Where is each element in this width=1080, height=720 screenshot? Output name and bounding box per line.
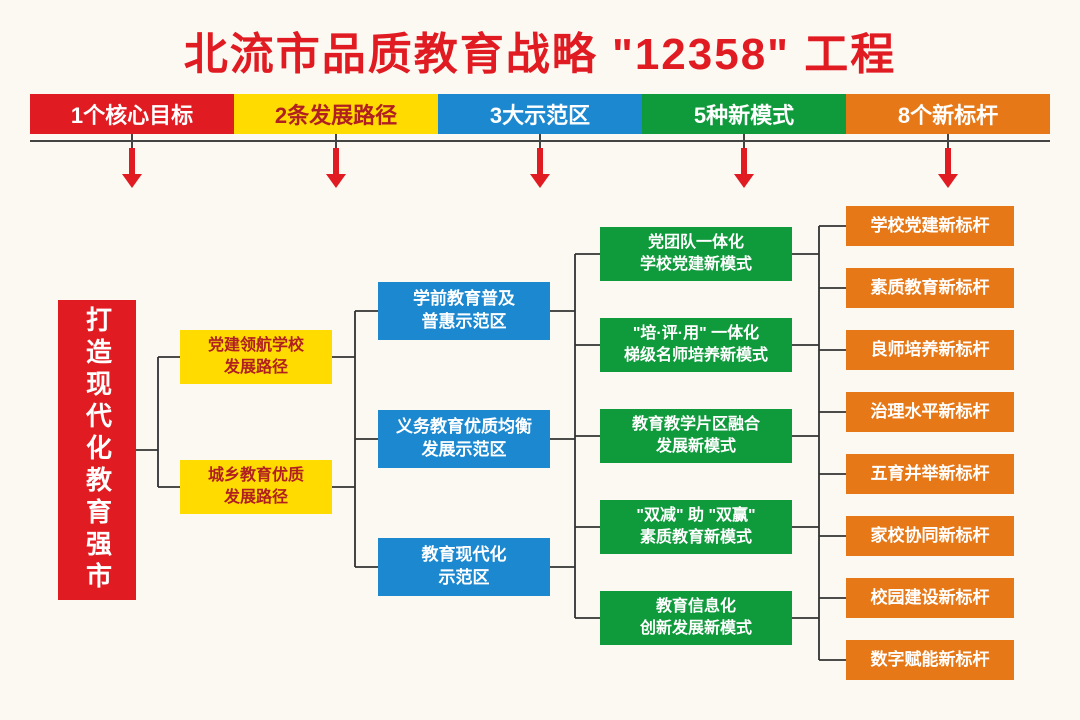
core-goal: 打造现代化教育强市 [58, 300, 136, 600]
benchmark-3: 良师培养新标杆 [846, 330, 1014, 370]
arrow-down-icon [122, 174, 142, 188]
header-row: 1个核心目标2条发展路径3大示范区5种新模式8个新标杆 [30, 94, 1050, 134]
path-1: 党建领航学校发展路径 [180, 330, 332, 384]
benchmark-5: 五育并举新标杆 [846, 454, 1014, 494]
arrow-down-icon [326, 174, 346, 188]
zone-2: 义务教育优质均衡发展示范区 [378, 410, 550, 468]
zone-1: 学前教育普及普惠示范区 [378, 282, 550, 340]
benchmark-7: 校园建设新标杆 [846, 578, 1014, 618]
main-title: 北流市品质教育战略 "12358" 工程 [0, 18, 1080, 82]
zone-3: 教育现代化示范区 [378, 538, 550, 596]
mode-2: "培·评·用" 一体化梯级名师培养新模式 [600, 318, 792, 372]
benchmark-2: 素质教育新标杆 [846, 268, 1014, 308]
benchmark-6: 家校协同新标杆 [846, 516, 1014, 556]
arrow-stem [741, 148, 747, 174]
header-1: 1个核心目标 [30, 94, 234, 134]
header-2: 2条发展路径 [234, 94, 438, 134]
header-4: 5种新模式 [642, 94, 846, 134]
mode-3: 教育教学片区融合发展新模式 [600, 409, 792, 463]
header-3: 3大示范区 [438, 94, 642, 134]
mode-5: 教育信息化创新发展新模式 [600, 591, 792, 645]
path-2: 城乡教育优质发展路径 [180, 460, 332, 514]
arrow-down-icon [530, 174, 550, 188]
benchmark-8: 数字赋能新标杆 [846, 640, 1014, 680]
arrow-down-icon [734, 174, 754, 188]
arrow-stem [945, 148, 951, 174]
benchmark-1: 学校党建新标杆 [846, 206, 1014, 246]
mode-4: "双减" 助 "双赢"素质教育新模式 [600, 500, 792, 554]
header-5: 8个新标杆 [846, 94, 1050, 134]
arrow-down-icon [938, 174, 958, 188]
arrow-stem [333, 148, 339, 174]
arrow-stem [129, 148, 135, 174]
mode-1: 党团队一体化学校党建新模式 [600, 227, 792, 281]
arrow-stem [537, 148, 543, 174]
tick-row [30, 134, 1050, 148]
benchmark-4: 治理水平新标杆 [846, 392, 1014, 432]
